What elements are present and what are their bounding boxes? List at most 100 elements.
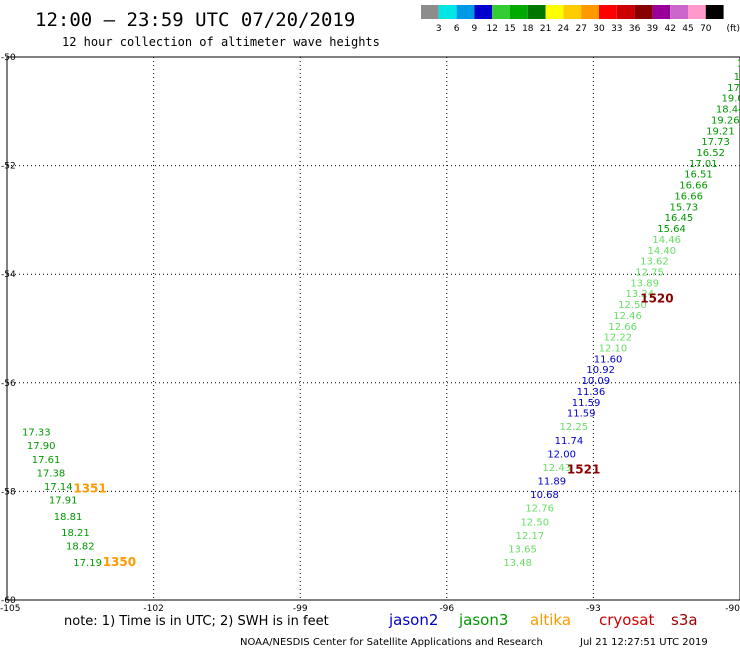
- legend-swatch: [563, 5, 582, 19]
- legend-swatch: [581, 5, 599, 19]
- pass-number-label: 1351: [73, 482, 106, 496]
- legend-label: 30: [593, 24, 605, 34]
- wave-height-label: 12.50: [520, 517, 549, 528]
- x-tick-label: -105: [0, 604, 20, 614]
- wave-height-label: 15.73: [669, 202, 698, 213]
- wave-height-label: 12.22: [604, 333, 633, 344]
- legend-label: 36: [629, 24, 641, 34]
- legend-swatch: [474, 5, 493, 19]
- legend-label: 6: [454, 24, 460, 34]
- x-tick-label: -90: [725, 604, 740, 614]
- legend-unit: (ft): [726, 24, 740, 34]
- legend-swatch: [510, 5, 528, 19]
- legend-label: 21: [540, 24, 551, 34]
- x-tick-label: -99: [293, 604, 308, 614]
- x-tick-label: -96: [439, 604, 454, 614]
- satellite-name: altika: [530, 611, 571, 629]
- wave-height-label: 17.61: [32, 455, 61, 466]
- wave-height-label: 11.59: [567, 409, 596, 420]
- wave-height-label: 18.21: [61, 528, 90, 539]
- wave-height-label: 12.43: [542, 463, 571, 474]
- wave-height-label: 10.09: [582, 376, 611, 387]
- wave-height-label: 13.48: [503, 558, 532, 569]
- wave-height-label: 16.66: [674, 191, 703, 202]
- y-tick-labels: -50 -52 -54 -56 -58 -60: [1, 53, 16, 606]
- legend-swatch: [616, 5, 635, 19]
- x-tick-label: -93: [586, 604, 601, 614]
- wave-height-labels: 19.1917.19.018.4419.2619.2117.7316.5217.…: [22, 58, 740, 569]
- wave-height-label: 11.89: [538, 477, 567, 488]
- wave-height-label: 12.75: [635, 267, 664, 278]
- wave-height-label: 14.46: [652, 235, 681, 246]
- wave-height-label: 12.00: [547, 449, 576, 460]
- y-tick-label: -50: [1, 53, 16, 63]
- y-tick-label: -52: [1, 162, 16, 172]
- wave-height-label: 16.45: [665, 213, 694, 224]
- wave-height-label: 12.46: [613, 311, 642, 322]
- wave-height-label: 19: [734, 72, 740, 83]
- satellite-name: jason2: [388, 611, 438, 629]
- wave-height-label: 11.59: [572, 398, 601, 409]
- satellite-name: jason3: [458, 611, 508, 629]
- legend-swatch: [492, 5, 510, 19]
- legend-label: 45: [682, 24, 693, 34]
- y-tick-label: -58: [1, 487, 16, 497]
- wave-height-label: 11.60: [594, 354, 623, 365]
- wave-height-label: 19.21: [706, 126, 735, 137]
- plot-frame: [6, 56, 740, 601]
- wave-height-label: 10.68: [530, 490, 559, 501]
- satellite-name: cryosat: [599, 611, 654, 629]
- wave-height-label: 17.91: [49, 496, 78, 507]
- wave-height-label: 18.81: [54, 512, 83, 523]
- wave-height-label: 17.38: [37, 468, 66, 479]
- legend-label: 27: [575, 24, 586, 34]
- legend-swatch: [599, 5, 617, 19]
- legend-label: 24: [558, 24, 570, 34]
- legend-swatch: [705, 5, 724, 19]
- legend-swatch: [545, 5, 564, 19]
- wave-height-label: 19.: [737, 58, 740, 69]
- wave-height-label: 13.24: [626, 289, 655, 300]
- pass-number-label: 1350: [103, 555, 136, 569]
- wave-height-label: 12.50: [618, 300, 647, 311]
- wave-height-label: 13.65: [508, 544, 537, 555]
- wave-height-label: 17.19: [73, 558, 102, 569]
- satellite-legend: jason2 jason3 altika cryosat s3a: [388, 611, 698, 629]
- wave-height-label: 12.10: [599, 344, 628, 355]
- chart-title: 12:00 – 23:59 UTC 07/20/2019: [35, 9, 355, 31]
- satellite-name: s3a: [671, 611, 698, 629]
- y-tick-label: -56: [1, 379, 16, 389]
- legend-swatch: [652, 5, 671, 19]
- wave-height-label: 17.14: [44, 482, 73, 493]
- credit-text: NOAA/NESDIS Center for Satellite Applica…: [240, 637, 543, 648]
- pass-number-labels: 1520 1521 1351 1350: [73, 292, 673, 569]
- wave-height-label: 12.76: [525, 504, 554, 515]
- legend-swatch: [688, 5, 706, 19]
- units-note: note: 1) Time is in UTC; 2) SWH is in fe…: [64, 614, 329, 629]
- legend-label: 18: [522, 24, 534, 34]
- y-tick-label: -54: [1, 270, 16, 280]
- wave-height-label: 17.: [727, 83, 740, 94]
- wave-height-label: 13.89: [630, 278, 659, 289]
- legend-label: 15: [504, 24, 515, 34]
- wave-height-label: 18.82: [66, 542, 95, 553]
- y-tick-label: -60: [1, 596, 16, 606]
- wave-height-label: 19.26: [711, 115, 740, 126]
- wave-height-label: 18.44: [716, 105, 740, 116]
- wave-height-label: 13.62: [640, 257, 669, 268]
- color-legend: 3 6 9 12 15 18 21 24 27 30 33 36 39 42 45 70 (ft): [421, 5, 740, 34]
- legend-label: 3: [436, 24, 442, 34]
- pass-number-label: 1521: [567, 463, 600, 477]
- legend-label: 42: [664, 24, 675, 34]
- wave-height-label: 11.36: [577, 387, 606, 398]
- wave-height-label: 17.73: [701, 137, 730, 148]
- pass-number-label: 1520: [640, 292, 673, 306]
- wave-height-label: 17.33: [22, 428, 51, 439]
- wave-height-label: 12.66: [608, 322, 637, 333]
- x-tick-labels: -105 -102 -99 -96 -93 -90: [0, 604, 740, 614]
- legend-label: 12: [486, 24, 497, 34]
- wave-height-label: 17.01: [689, 159, 718, 170]
- legend-label: 70: [700, 24, 712, 34]
- timestamp-text: Jul 21 12:27:51 UTC 2019: [579, 637, 708, 648]
